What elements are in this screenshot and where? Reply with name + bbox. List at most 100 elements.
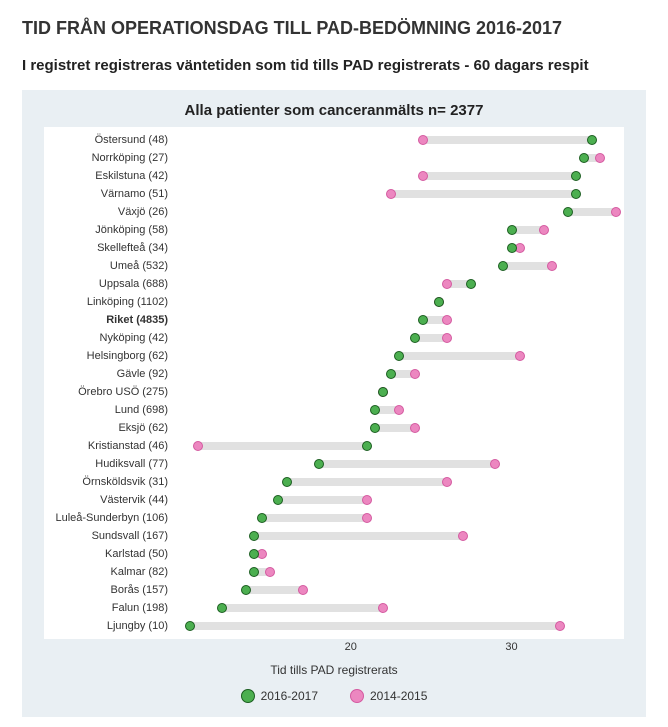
row-label: Örebro USÖ (275) (44, 386, 174, 398)
dot-2016-2017 (563, 207, 573, 217)
chart-row: Örnsköldsvik (31) (44, 473, 624, 491)
dot-2014-2015 (539, 225, 549, 235)
dot-2016-2017 (185, 621, 195, 631)
row-connector (375, 424, 415, 432)
chart-row: Helsingborg (62) (44, 347, 624, 365)
row-track (174, 149, 624, 167)
row-label: Riket (4835) (44, 314, 174, 326)
chart-row: Västervik (44) (44, 491, 624, 509)
row-track (174, 167, 624, 185)
row-track (174, 563, 624, 581)
dot-2016-2017 (378, 387, 388, 397)
dot-2016-2017 (386, 369, 396, 379)
chart-row: Eskilstuna (42) (44, 167, 624, 185)
chart-row: Ljungby (10) (44, 617, 624, 635)
chart-row: Riket (4835) (44, 311, 624, 329)
chart-row: Östersund (48) (44, 131, 624, 149)
row-track (174, 401, 624, 419)
legend-swatch (241, 689, 255, 703)
row-track (174, 581, 624, 599)
dot-2014-2015 (595, 153, 605, 163)
legend-label: 2016-2017 (261, 689, 318, 703)
dot-2014-2015 (386, 189, 396, 199)
chart-row: Gävle (92) (44, 365, 624, 383)
row-connector (319, 460, 496, 468)
page-title: TID FRÅN OPERATIONSDAG TILL PAD-BEDÖMNIN… (22, 18, 646, 39)
row-track (174, 257, 624, 275)
page-subtitle: I registret registreras väntetiden som t… (22, 57, 646, 74)
row-track (174, 203, 624, 221)
row-connector (262, 514, 366, 522)
chart-row: Uppsala (688) (44, 275, 624, 293)
dot-2016-2017 (370, 423, 380, 433)
row-label: Västervik (44) (44, 494, 174, 506)
row-track (174, 383, 624, 401)
row-connector (287, 478, 448, 486)
row-track (174, 473, 624, 491)
row-connector (198, 442, 367, 450)
row-track (174, 437, 624, 455)
row-track (174, 185, 624, 203)
chart-row: Borås (157) (44, 581, 624, 599)
chart-xlabel: Tid tills PAD registrerats (30, 663, 638, 677)
chart-plot: Östersund (48) Norrköping (27)Eskilstuna … (44, 127, 624, 639)
row-label: Falun (198) (44, 602, 174, 614)
row-label: Växjö (26) (44, 206, 174, 218)
row-label: Linköping (1102) (44, 296, 174, 308)
row-label: Nyköping (42) (44, 332, 174, 344)
chart-row: Umeå (532) (44, 257, 624, 275)
chart-row: Kristianstad (46) (44, 437, 624, 455)
row-label: Gävle (92) (44, 368, 174, 380)
chart-row: Sundsvall (167) (44, 527, 624, 545)
chart-row: Växjö (26) (44, 203, 624, 221)
row-label: Umeå (532) (44, 260, 174, 272)
dot-2014-2015 (442, 315, 452, 325)
dot-2016-2017 (394, 351, 404, 361)
row-label: Värnamo (51) (44, 188, 174, 200)
chart-row: Norrköping (27) (44, 149, 624, 167)
row-track (174, 599, 624, 617)
row-track (174, 221, 624, 239)
dot-2014-2015 (394, 405, 404, 415)
dot-2016-2017 (507, 225, 517, 235)
chart-row: Lund (698) (44, 401, 624, 419)
row-track (174, 347, 624, 365)
row-label: Kalmar (82) (44, 566, 174, 578)
dot-2014-2015 (490, 459, 500, 469)
row-track (174, 293, 624, 311)
row-track (174, 329, 624, 347)
row-track (174, 419, 624, 437)
dot-2016-2017 (410, 333, 420, 343)
dot-2014-2015 (442, 333, 452, 343)
row-label: Jönköping (58) (44, 224, 174, 236)
chart-xaxis: 2030 (44, 639, 624, 661)
dot-2014-2015 (298, 585, 308, 595)
dot-2014-2015 (547, 261, 557, 271)
row-connector (278, 496, 366, 504)
row-label: Östersund (48) (44, 134, 174, 146)
row-label: Hudiksvall (77) (44, 458, 174, 470)
dot-2016-2017 (314, 459, 324, 469)
row-track (174, 509, 624, 527)
legend-item: 2014-2015 (344, 687, 433, 705)
chart-row: Nyköping (42) (44, 329, 624, 347)
dot-2016-2017 (507, 243, 517, 253)
row-track (174, 617, 624, 635)
dot-2016-2017 (571, 189, 581, 199)
chart-row: Hudiksvall (77) (44, 455, 624, 473)
chart-row: Värnamo (51) (44, 185, 624, 203)
row-track (174, 491, 624, 509)
row-connector (246, 586, 302, 594)
row-track (174, 545, 624, 563)
row-track (174, 365, 624, 383)
xaxis-tick: 30 (505, 641, 517, 653)
row-label: Uppsala (688) (44, 278, 174, 290)
dot-2016-2017 (571, 171, 581, 181)
dot-2016-2017 (434, 297, 444, 307)
dot-2014-2015 (442, 477, 452, 487)
chart-row: Linköping (1102) (44, 293, 624, 311)
legend-swatch (350, 689, 364, 703)
row-label: Borås (157) (44, 584, 174, 596)
row-label: Helsingborg (62) (44, 350, 174, 362)
chart-legend: 2016-2017 2014-2015 (30, 687, 638, 705)
